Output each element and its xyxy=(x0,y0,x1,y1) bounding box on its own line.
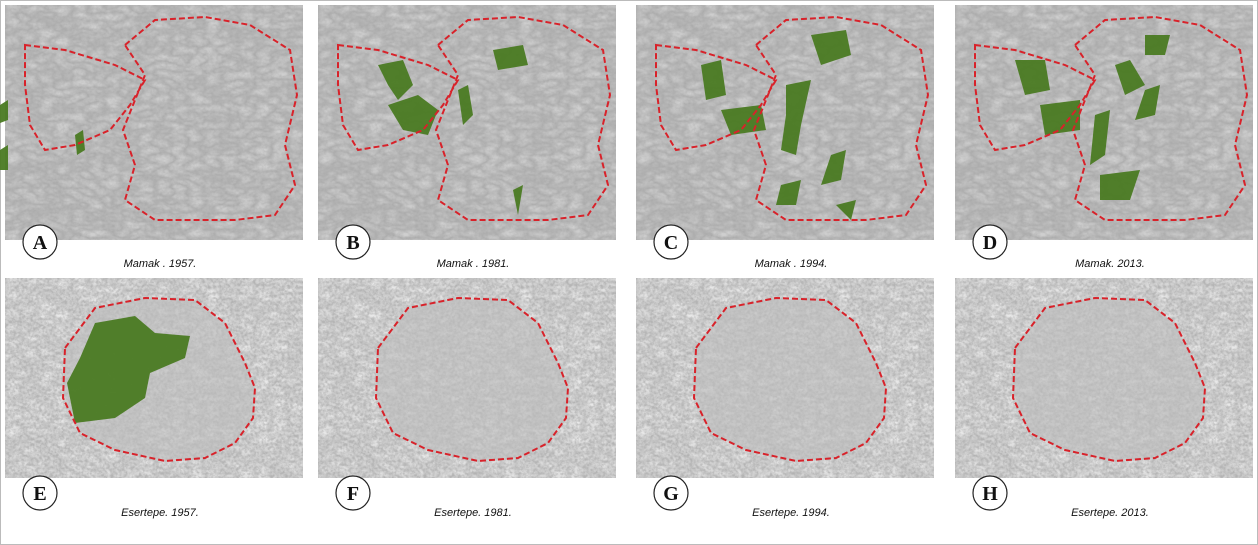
hill-area xyxy=(376,298,568,461)
panel-caption: Esertepe. 2013. xyxy=(1071,507,1149,519)
panel-badge xyxy=(22,475,58,511)
panel-letter: G xyxy=(663,483,679,505)
aerial-relief xyxy=(5,5,303,240)
aerial-relief xyxy=(318,5,616,240)
boundary xyxy=(337,15,612,221)
panel-letter: E xyxy=(33,483,46,505)
green-area xyxy=(1015,35,1170,200)
panel-badge xyxy=(972,224,1008,260)
panel xyxy=(955,5,1253,240)
panel-caption: Mamak. 2013. xyxy=(1075,258,1145,270)
panel-badge xyxy=(335,475,371,511)
hill-area xyxy=(694,298,886,461)
boundary xyxy=(1011,296,1207,463)
green-area xyxy=(701,30,856,220)
panel-letter: C xyxy=(664,232,678,254)
green-area xyxy=(67,316,190,423)
panel xyxy=(636,5,934,240)
boundary xyxy=(974,15,1249,221)
panel-caption: Esertepe. 1957. xyxy=(121,507,199,519)
panel-badge xyxy=(972,475,1008,511)
panel-badge xyxy=(335,224,371,260)
boundary xyxy=(24,15,299,221)
panel-caption: Esertepe. 1994. xyxy=(752,507,830,519)
panel-badge xyxy=(653,475,689,511)
panel xyxy=(955,278,1253,478)
panel xyxy=(5,278,303,478)
panel-caption: Mamak . 1994. xyxy=(755,258,828,270)
panel xyxy=(318,5,616,240)
panel xyxy=(0,5,303,240)
boundary xyxy=(61,296,257,463)
boundary xyxy=(692,296,888,463)
panel-letter: B xyxy=(346,232,359,254)
boundary xyxy=(655,15,930,221)
panel-badge xyxy=(22,224,58,260)
green-area xyxy=(378,45,528,215)
panel-badge xyxy=(653,224,689,260)
panel-letter: A xyxy=(33,232,48,254)
panel xyxy=(318,278,616,478)
panel xyxy=(636,278,934,478)
panel-caption: Esertepe. 1981. xyxy=(434,507,512,519)
boundary xyxy=(374,296,570,463)
panel-caption: Mamak . 1957. xyxy=(124,258,197,270)
hill-area xyxy=(1013,298,1205,461)
panel-caption: Mamak . 1981. xyxy=(437,258,510,270)
panel-letter: D xyxy=(983,232,997,254)
panel-letter: F xyxy=(347,483,359,505)
panel-letter: H xyxy=(982,483,998,505)
